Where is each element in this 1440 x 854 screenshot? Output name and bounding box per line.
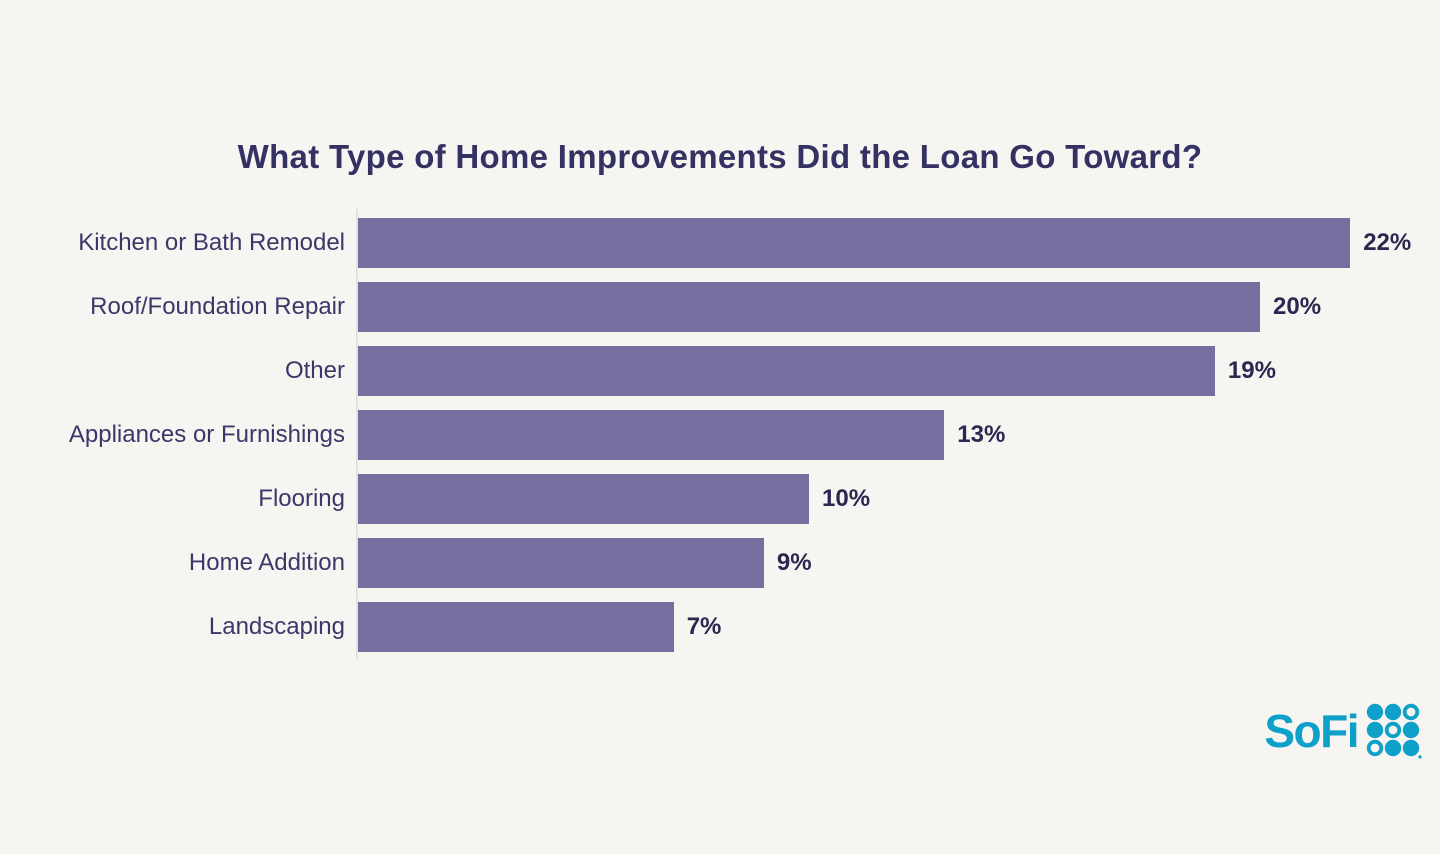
category-label: Roof/Foundation Repair: [90, 293, 345, 320]
bar-row: Flooring 10%: [0, 474, 1440, 524]
y-axis-line: [356, 209, 358, 659]
sofi-logo: SoFi: [1264, 703, 1422, 759]
bar: [358, 282, 1260, 332]
sofi-wordmark: SoFi: [1264, 705, 1359, 757]
bar-row: Landscaping 7%: [0, 602, 1440, 652]
category-label: Other: [284, 357, 345, 384]
value-label: 10%: [822, 485, 871, 512]
bar-rows: Kitchen or Bath Remodel 22% Roof/Foundatio…: [0, 218, 1440, 652]
value-label: 20%: [1273, 293, 1322, 320]
bar-row: Appliances or Furnishings 13%: [0, 410, 1440, 460]
bar-row: Kitchen or Bath Remodel 22%: [0, 218, 1440, 268]
value-label: 13%: [957, 421, 1006, 448]
bar-row: Other 19%: [0, 346, 1440, 396]
category-label: Appliances or Furnishings: [68, 421, 345, 448]
sofi-logo-grid-icon: [1366, 703, 1422, 759]
bar-row: Roof/Foundation Repair 20%: [0, 282, 1440, 332]
bar: [358, 218, 1351, 268]
bar: [358, 410, 945, 460]
bar: [358, 602, 674, 652]
category-label: Kitchen or Bath Remodel: [78, 229, 345, 256]
value-label: 9%: [776, 549, 812, 576]
bar: [358, 538, 764, 588]
category-label: Home Addition: [188, 549, 345, 576]
bar: [358, 474, 809, 524]
value-label: 22%: [1363, 229, 1412, 256]
chart-title: What Type of Home Improvements Did the L…: [237, 138, 1203, 176]
bar-row: Home Addition 9%: [0, 538, 1440, 588]
category-label: Landscaping: [208, 613, 345, 640]
value-label: 7%: [686, 613, 722, 640]
bar-chart: Kitchen or Bath Remodel 22% Roof/Foundatio…: [0, 209, 1440, 666]
value-label: 19%: [1227, 357, 1276, 384]
bar: [358, 346, 1215, 396]
category-label: Flooring: [258, 485, 345, 512]
